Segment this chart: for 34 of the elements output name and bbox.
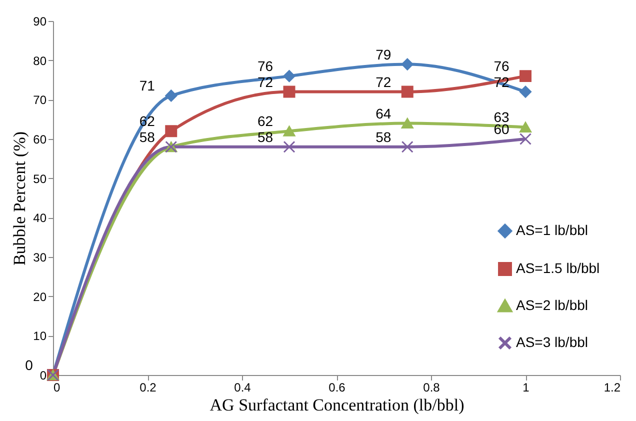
- data-label: 58: [139, 128, 156, 145]
- x-tick-label: 0.4: [234, 380, 252, 394]
- x-tick-label: 1: [522, 380, 530, 394]
- legend-label: AS=1 lb/bbl: [516, 222, 588, 238]
- y-tick-label: 10: [33, 329, 47, 344]
- data-label: 72: [376, 74, 392, 90]
- legend-label: AS=3 lb/bbl: [516, 334, 588, 350]
- legend-label: AS=2 lb/bbl: [516, 297, 588, 313]
- y-tick-label: 60: [33, 132, 47, 146]
- y-tick-label: 80: [33, 54, 47, 68]
- data-label: 72: [494, 74, 510, 90]
- y-tick-label: 40: [33, 211, 47, 226]
- y-tick-label: 30: [33, 250, 47, 264]
- x-tick-label: 1.2: [604, 380, 621, 394]
- y-axis-title: Bubble Percent (%): [10, 131, 30, 266]
- data-label: 76: [494, 58, 510, 74]
- x-tick-label: 0.6: [328, 380, 346, 394]
- x-tick-label: 0.8: [423, 380, 440, 394]
- x-tick-label: 0.2: [140, 380, 157, 394]
- y-tick-label: 90: [33, 14, 47, 28]
- data-label: 58: [376, 128, 392, 145]
- y-tick-label: 20: [33, 290, 47, 304]
- legend-label: AS=1.5 lb/bbl: [516, 260, 600, 276]
- y-tick-label: 50: [33, 172, 47, 186]
- data-label: 76: [257, 58, 274, 74]
- x-tick-label: 0: [54, 380, 60, 394]
- y-tick-label: 0: [40, 368, 47, 382]
- data-label: 79: [376, 46, 392, 62]
- x-axis-title: AG Surfactant Concentration (lb/bbl): [210, 396, 464, 414]
- data-label: 71: [139, 78, 156, 94]
- y-tick-label: 70: [33, 93, 47, 108]
- data-label: 62: [257, 113, 274, 130]
- data-label: 63: [494, 109, 510, 126]
- data-label: 64: [376, 105, 392, 122]
